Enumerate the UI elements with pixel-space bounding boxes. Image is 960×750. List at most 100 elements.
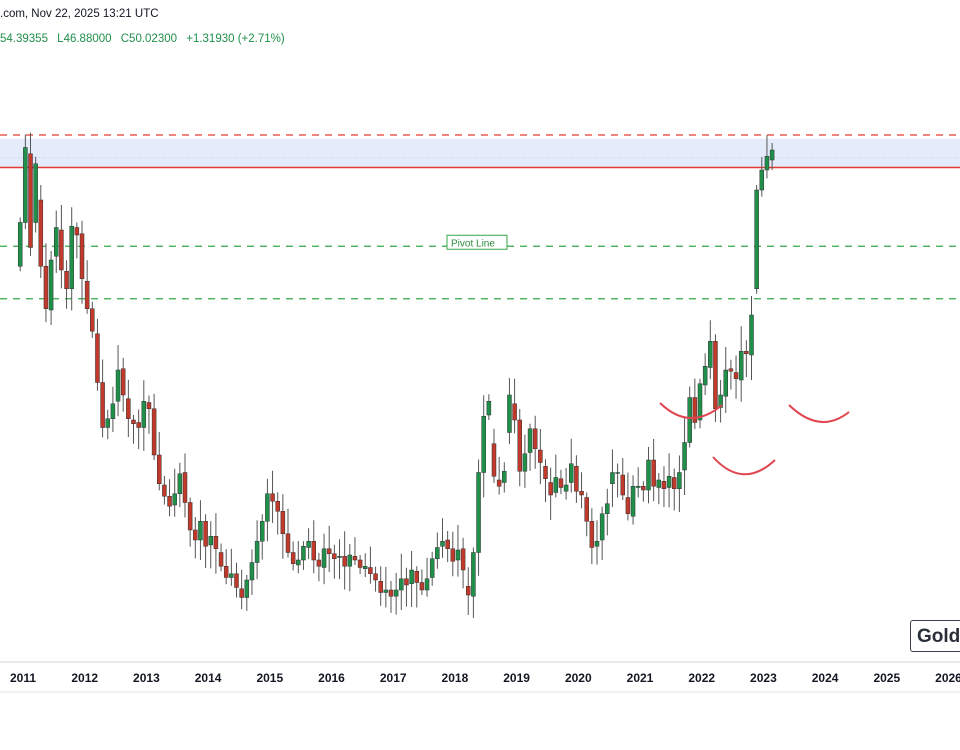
candle-body xyxy=(285,533,291,553)
candle-body xyxy=(69,226,74,289)
candle-body xyxy=(234,573,239,588)
candle-body xyxy=(48,259,54,311)
candle-body xyxy=(672,477,677,489)
candle-body xyxy=(687,397,692,443)
candle-body xyxy=(486,401,492,416)
candle-body xyxy=(435,547,440,559)
candle-body xyxy=(141,401,147,428)
candle-body xyxy=(574,466,579,492)
candle-body xyxy=(223,566,229,578)
candle-body xyxy=(682,442,687,471)
candle-body xyxy=(728,368,734,372)
resistance-zone-layer xyxy=(0,138,960,168)
x-tick-label: 2011 xyxy=(10,671,36,685)
x-tick-label: 2024 xyxy=(812,671,839,685)
candle-body xyxy=(357,559,363,568)
candle-body xyxy=(249,562,255,581)
candle-body xyxy=(90,308,95,332)
ohlc-change: +1.31930 (+2.71%) xyxy=(186,33,285,45)
candle-body xyxy=(208,536,213,546)
candle-body xyxy=(476,472,481,553)
candle-body xyxy=(460,548,466,571)
candle-body xyxy=(213,536,219,549)
candle-body xyxy=(692,397,698,423)
x-axis: 2011 2012 2013 2014 2015 2016 2017 2018 2019 2020… xyxy=(0,661,960,693)
candle-body xyxy=(280,511,286,534)
candle-body xyxy=(74,227,80,236)
candle-body xyxy=(738,351,744,381)
pivot-label-box xyxy=(446,234,508,250)
candle-body xyxy=(198,521,203,541)
candle-body xyxy=(84,281,90,309)
candle-body xyxy=(718,394,723,408)
candle-body xyxy=(100,382,105,428)
candle-body xyxy=(646,459,651,491)
candle-body xyxy=(429,558,435,578)
candle-body xyxy=(342,556,347,567)
candle-body xyxy=(332,553,337,559)
candle-body xyxy=(23,147,28,223)
candle-body xyxy=(419,582,425,591)
x-tick-label: 2014 xyxy=(195,671,222,685)
candle-body xyxy=(120,368,126,396)
x-tick-label: 2026 xyxy=(935,671,960,685)
candle-body xyxy=(378,581,383,593)
candle-body xyxy=(764,156,770,171)
candle-body xyxy=(290,552,296,564)
candle-body xyxy=(527,428,533,453)
candle-body xyxy=(677,472,682,489)
pivot-label: Pivot Line xyxy=(451,238,495,249)
candle-body xyxy=(326,548,332,554)
candle-body xyxy=(136,422,141,428)
candle-body xyxy=(507,394,512,433)
candle-body xyxy=(769,149,775,161)
candle-body xyxy=(172,493,177,506)
candle-body xyxy=(54,227,59,257)
candle-body xyxy=(656,479,662,488)
candle-body xyxy=(105,418,110,428)
pattern-arcs-layer xyxy=(659,402,850,476)
candle-body xyxy=(661,481,667,489)
candle-body xyxy=(630,486,636,517)
candle-body xyxy=(708,341,713,368)
candle-body xyxy=(33,163,38,223)
candle-body xyxy=(615,472,620,474)
candle-body xyxy=(404,578,409,586)
x-tick-label: 2023 xyxy=(750,671,777,685)
candle-body xyxy=(502,471,507,483)
candle-body xyxy=(275,501,280,512)
ohlc-low: L46.88000 xyxy=(57,33,112,45)
candle-body xyxy=(321,548,327,568)
level-lines-layer xyxy=(0,134,960,300)
candle-body xyxy=(496,479,502,487)
candle-body xyxy=(625,497,631,514)
candle-body xyxy=(368,567,373,574)
candle-body xyxy=(151,408,157,456)
candle-body xyxy=(162,484,167,497)
candle-body xyxy=(373,573,378,581)
candle-body xyxy=(512,403,517,421)
pivot-label-group: Pivot Line xyxy=(446,234,508,250)
candle-body xyxy=(723,369,728,397)
candle-body xyxy=(424,578,430,591)
candle-body xyxy=(296,559,301,566)
candle-body xyxy=(193,529,198,541)
candle-body xyxy=(146,402,152,409)
candle-body xyxy=(316,559,322,567)
candle-body xyxy=(491,443,497,477)
candle-body xyxy=(311,541,316,561)
candle-body xyxy=(260,521,265,542)
candle-body xyxy=(599,513,605,541)
candle-body xyxy=(352,556,358,561)
x-tick-label: 2022 xyxy=(688,671,715,685)
candle-body xyxy=(563,484,569,492)
candle-body xyxy=(409,569,414,584)
candle-body xyxy=(481,416,486,473)
candles-layer xyxy=(17,132,775,618)
candle-body xyxy=(605,503,610,514)
candle-body xyxy=(363,566,368,569)
candle-body xyxy=(43,266,49,309)
candle-body xyxy=(115,369,121,402)
candle-body xyxy=(110,403,116,419)
